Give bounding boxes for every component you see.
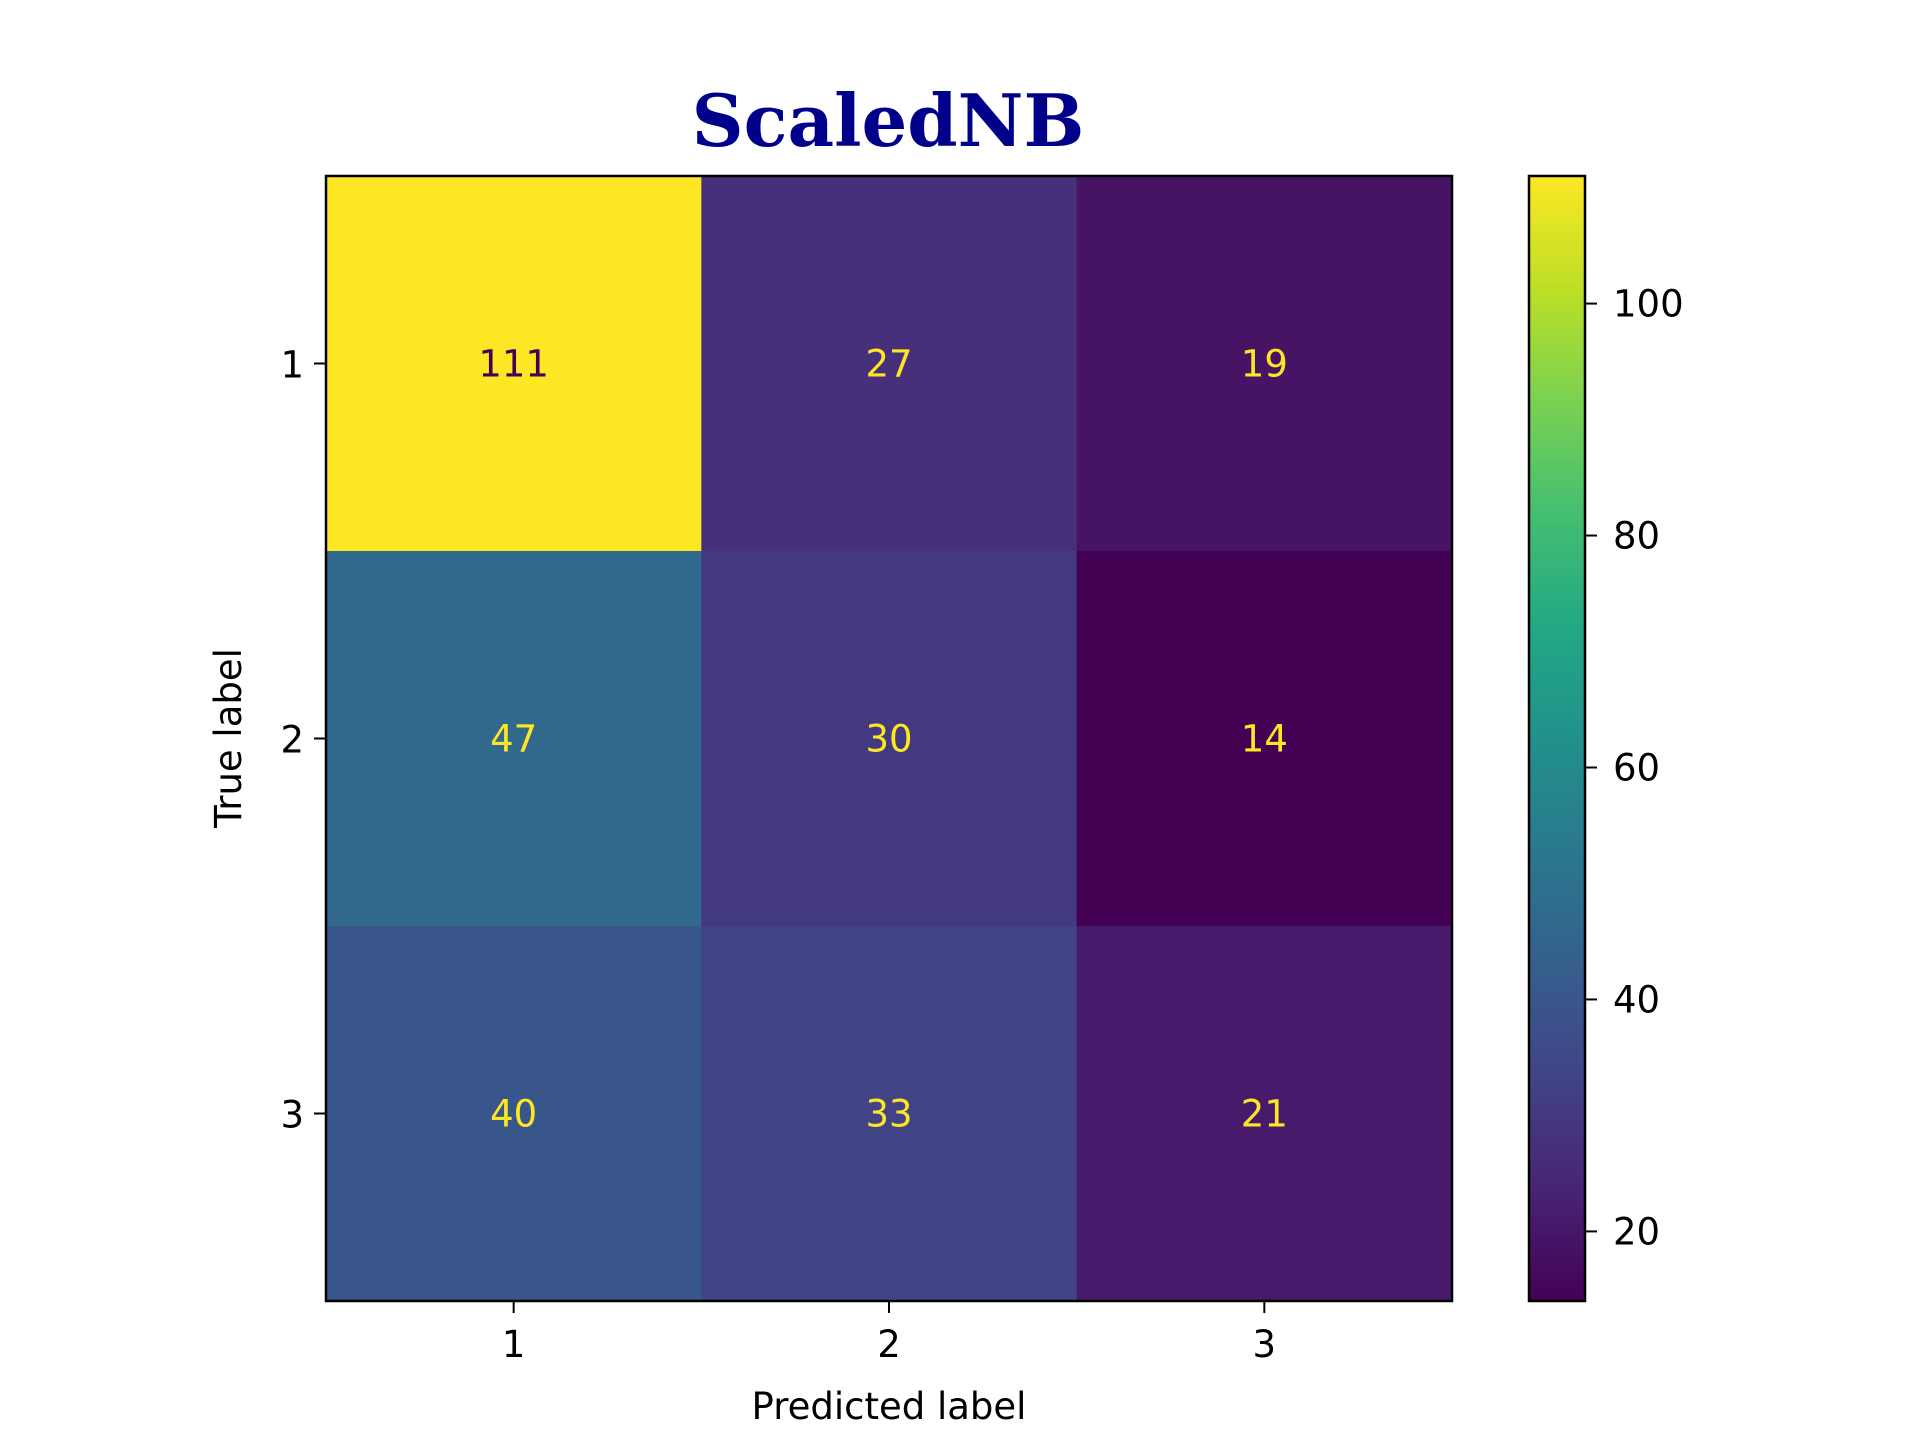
- heatmap-cell: [326, 551, 702, 927]
- heatmap-cell: [1076, 926, 1453, 1302]
- x-axis-label: Predicted label: [752, 1385, 1027, 1428]
- cell-value-label: 33: [865, 1093, 912, 1136]
- heatmap-cell: [326, 926, 702, 1302]
- heatmap-cell: [1076, 551, 1453, 927]
- cell-value-label: 21: [1241, 1093, 1288, 1136]
- heatmap-cell: [701, 551, 1078, 927]
- colorbar-tick-label: 60: [1613, 746, 1660, 789]
- cell-value-label: 47: [490, 718, 537, 761]
- heatmap-cell: [326, 176, 702, 552]
- heatmap-cell: [701, 926, 1078, 1302]
- cell-value-label: 30: [865, 718, 912, 761]
- colorbar-ticks: 20 40 60 80 100: [1585, 283, 1684, 1253]
- colorbar-tick-label: 100: [1613, 283, 1684, 326]
- cell-value-label: 27: [865, 343, 912, 386]
- x-axis-ticks: 1 2 3: [502, 1301, 1276, 1366]
- colorbar-tick-label: 80: [1613, 515, 1660, 558]
- cell-value-label: 19: [1241, 343, 1288, 386]
- chart-title: ScaledNB: [692, 78, 1085, 163]
- cell-value-label: 14: [1241, 718, 1288, 761]
- cell-value-label: 111: [478, 343, 549, 386]
- colorbar-frame: [1527, 174, 1587, 1303]
- heatmap-cell-labels: 111 27 19 47 30 14 40 33 21: [478, 343, 1288, 1136]
- y-tick-label: 1: [280, 344, 304, 387]
- y-axis-label: True label: [207, 648, 250, 829]
- x-tick-label: 1: [502, 1323, 526, 1366]
- colorbar-gradient: [1529, 176, 1585, 1301]
- cell-value-label: 40: [490, 1093, 537, 1136]
- x-tick-label: 3: [1253, 1323, 1277, 1366]
- colorbar-tick-label: 40: [1613, 978, 1660, 1021]
- heatmap-cells: [326, 176, 1453, 1302]
- x-tick-label: 2: [877, 1323, 901, 1366]
- heatmap-cell: [1076, 176, 1453, 552]
- colorbar-tick-label: 20: [1613, 1210, 1660, 1253]
- y-tick-label: 3: [280, 1094, 304, 1137]
- y-axis-ticks: 1 2 3: [280, 344, 326, 1137]
- y-tick-label: 2: [280, 719, 304, 762]
- heatmap-cell: [701, 176, 1078, 552]
